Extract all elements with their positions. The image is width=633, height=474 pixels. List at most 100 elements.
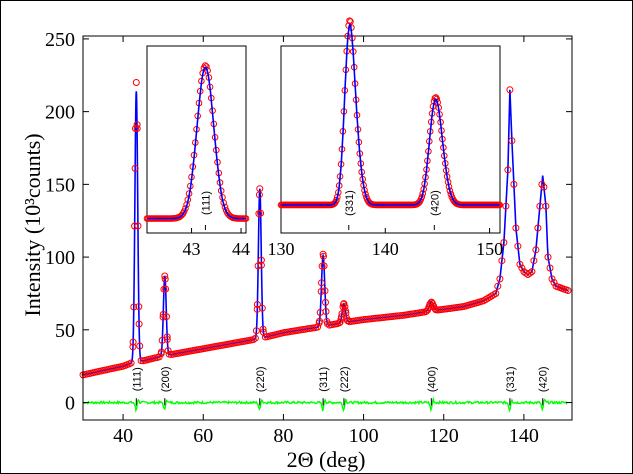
observed-point (134, 222, 142, 230)
y-tick-label: 150 (45, 174, 75, 196)
reflection-label: (420) (538, 366, 550, 392)
observed-point (508, 137, 516, 145)
observed-point (315, 319, 323, 327)
observed-point (530, 257, 538, 265)
observed-point (534, 224, 542, 232)
observed-point (494, 282, 502, 290)
observed-point (318, 279, 325, 287)
observed-point (158, 336, 166, 344)
observed-point (492, 290, 500, 297)
observed-point (336, 319, 343, 327)
observed-point (256, 185, 264, 193)
observed-point (502, 202, 510, 210)
observed-point (163, 313, 170, 321)
observed-point (164, 347, 172, 355)
observed-point (259, 325, 267, 333)
observed-point (159, 313, 167, 321)
observed-point (129, 338, 137, 346)
observed-point (347, 18, 354, 25)
observed-point (314, 323, 321, 331)
observed-point (344, 317, 352, 325)
observed-point (129, 343, 137, 351)
reflection-label: (400) (426, 366, 438, 392)
observed-point (331, 200, 338, 207)
observed-point (342, 309, 350, 317)
observed-point (319, 250, 327, 258)
observed-point (346, 17, 353, 25)
observed-point (506, 86, 514, 94)
observed-point (512, 224, 520, 232)
reflection-label: (111) (131, 367, 143, 391)
x-tick-label: 120 (429, 425, 459, 447)
observed-point (418, 193, 426, 201)
inset1-calculated-line (147, 66, 246, 220)
observed-point (340, 300, 348, 308)
observed-point (500, 239, 508, 246)
observed-point (180, 208, 188, 215)
observed-point (504, 166, 512, 174)
x-tick-label: 140 (372, 239, 399, 259)
reflection-label: (331) (505, 366, 517, 392)
observed-point (257, 256, 265, 264)
observed-point (257, 261, 265, 269)
difference-line (82, 396, 568, 413)
observed-point (321, 287, 329, 295)
reflection-label: (311) (318, 367, 330, 392)
observed-point (135, 303, 143, 311)
main-plot: (111) (200) (220) (311) (222) (400) (331) (420)… (45, 29, 573, 447)
reflection-label: (222) (339, 366, 351, 392)
observed-point (510, 180, 518, 188)
observed-point (498, 257, 506, 265)
y-tick-label: 250 (45, 29, 75, 51)
observed-point (336, 318, 344, 326)
observed-point (127, 359, 135, 367)
observed-point (333, 196, 340, 204)
observed-point (131, 222, 139, 230)
observed-point (496, 275, 504, 283)
observed-point (528, 268, 536, 276)
observed-point (320, 262, 328, 270)
x-tick-label: 150 (476, 239, 503, 259)
observed-point (252, 327, 260, 335)
reflection-label: (420) (429, 190, 441, 216)
observed-point (161, 275, 169, 283)
observed-point (338, 310, 346, 318)
observed-point (544, 253, 552, 261)
y-tick-label: 0 (65, 393, 75, 415)
observed-point (546, 264, 554, 272)
observed-point (162, 285, 170, 293)
observed-point (163, 336, 171, 343)
reflection-label: (331) (344, 190, 356, 216)
observed-point (254, 262, 262, 270)
x-tick-label: 60 (193, 425, 213, 447)
observed-point (136, 342, 144, 350)
observed-point (132, 79, 140, 86)
observed-point (341, 303, 349, 311)
main-axes-box (82, 35, 573, 421)
observed-points (79, 79, 572, 379)
observed-point (532, 246, 540, 254)
observed-point (257, 209, 265, 217)
observed-point (163, 333, 171, 341)
observed-point (516, 260, 524, 268)
observed-point (258, 304, 266, 312)
observed-point (135, 320, 143, 328)
y-tick-label: 50 (55, 320, 75, 342)
observed-point (133, 125, 141, 132)
x-tick-label: 44 (232, 239, 250, 259)
observed-point (514, 242, 522, 250)
inset2-calculated-line (281, 23, 500, 206)
observed-point (157, 348, 165, 356)
inset-331-420: (331) (420) 130 140 150 (268, 17, 503, 259)
observed-point (518, 264, 526, 272)
observed-point (161, 272, 169, 280)
observed-point (253, 305, 261, 313)
observed-point (431, 305, 439, 313)
observed-point (322, 298, 329, 306)
observed-point (317, 288, 325, 295)
observed-point (131, 164, 139, 172)
observed-point (550, 279, 558, 286)
y-axis-label: Intensity (10³counts) (20, 133, 45, 316)
observed-point (564, 287, 572, 294)
